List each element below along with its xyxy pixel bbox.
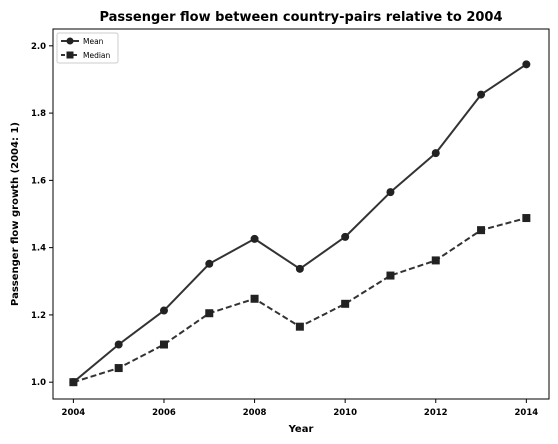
y-tick-label: 1.4 xyxy=(31,244,46,254)
data-point-mean xyxy=(386,188,395,197)
data-point-median xyxy=(159,340,168,349)
data-point-mean xyxy=(295,264,304,273)
y-tick-label: 1.0 xyxy=(31,378,46,388)
x-tick-label: 2010 xyxy=(333,408,357,418)
data-point-median xyxy=(477,226,486,235)
legend: Mean Median xyxy=(56,32,119,64)
legend-label-mean: Mean xyxy=(83,37,104,46)
data-point-median xyxy=(114,364,123,373)
series-layer xyxy=(69,60,531,387)
data-point-median xyxy=(205,309,214,318)
data-point-mean xyxy=(477,90,486,99)
plot-area xyxy=(52,28,550,400)
data-point-mean xyxy=(114,340,123,349)
data-point-median xyxy=(69,378,78,387)
y-tick-label: 1.8 xyxy=(31,109,46,119)
x-tick-label: 2004 xyxy=(62,408,86,418)
x-tick-label: 2014 xyxy=(515,408,539,418)
legend-marker-median xyxy=(66,51,74,59)
x-tick-label: 2008 xyxy=(243,408,267,418)
x-axis: 2004 2006 2008 2010 2012 2014 xyxy=(62,399,539,418)
chart-title: Passenger flow between country-pairs rel… xyxy=(99,10,502,25)
data-point-median xyxy=(341,299,350,308)
data-point-mean xyxy=(431,149,440,158)
data-point-mean xyxy=(159,306,168,315)
y-tick-label: 1.6 xyxy=(31,176,46,186)
y-axis: 1.0 1.2 1.4 1.6 1.8 2.0 xyxy=(31,42,53,388)
y-tick-label: 1.2 xyxy=(31,311,46,321)
x-axis-label: Year xyxy=(288,424,314,435)
y-tick-label: 2.0 xyxy=(31,42,46,52)
legend-marker-mean xyxy=(66,37,74,45)
data-point-mean xyxy=(205,259,214,268)
data-point-median xyxy=(295,322,304,331)
x-tick-label: 2012 xyxy=(424,408,448,418)
data-point-median xyxy=(522,214,531,223)
data-point-mean xyxy=(522,60,531,69)
data-point-median xyxy=(250,294,259,303)
series-median xyxy=(69,214,531,387)
y-axis-label: Passenger flow growth (2004: 1) xyxy=(10,122,21,306)
data-point-median xyxy=(431,256,440,265)
data-point-median xyxy=(386,271,395,280)
x-tick-label: 2006 xyxy=(152,408,176,418)
data-point-mean xyxy=(341,232,350,241)
data-point-mean xyxy=(250,234,259,243)
legend-label-median: Median xyxy=(83,51,111,60)
